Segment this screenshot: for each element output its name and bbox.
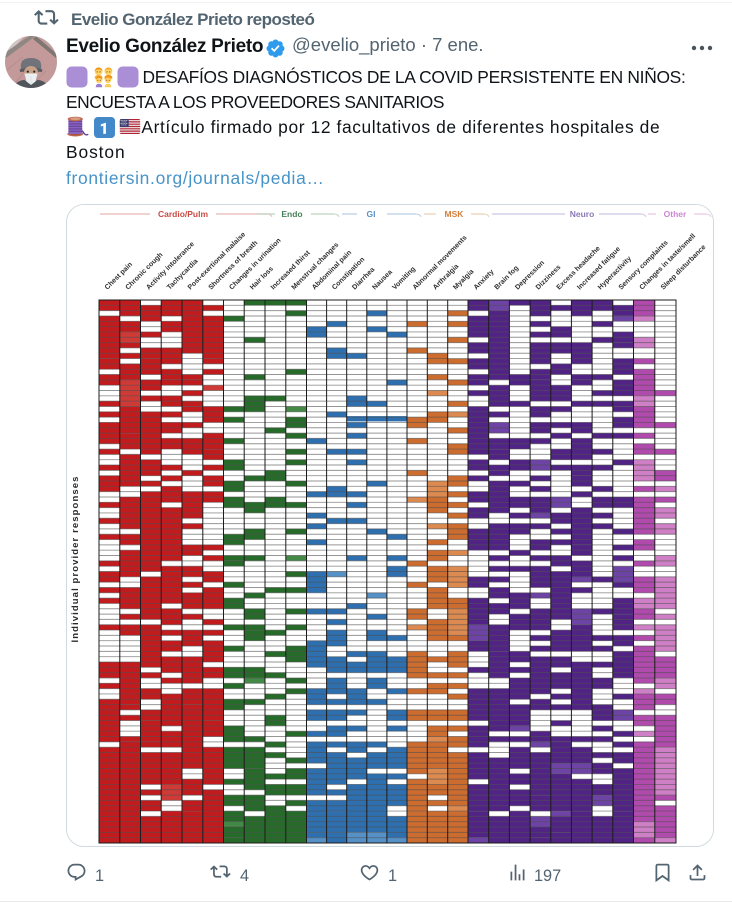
svg-text:Endo: Endo — [281, 209, 302, 219]
svg-text:Other: Other — [664, 209, 687, 219]
svg-text:Cardio/Pulm: Cardio/Pulm — [158, 209, 209, 219]
svg-text:GI: GI — [367, 209, 376, 219]
svg-text:Individual provider responses: Individual provider responses — [70, 475, 81, 642]
svg-text:MSK: MSK — [445, 209, 465, 219]
svg-text:Neuro: Neuro — [570, 209, 595, 219]
